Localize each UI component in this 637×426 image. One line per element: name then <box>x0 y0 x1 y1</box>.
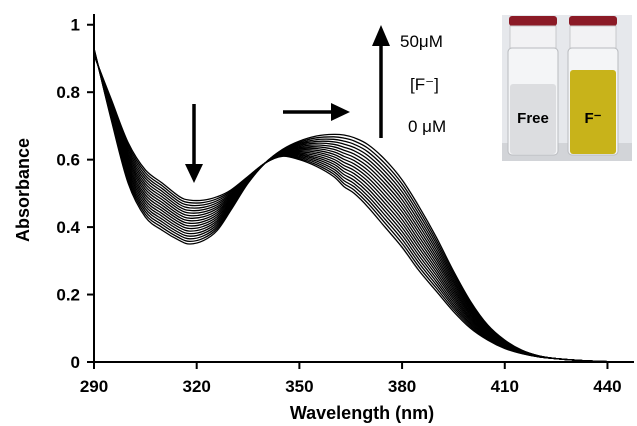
y-axis-title: Absorbance <box>13 138 33 242</box>
spectra-series-group <box>93 48 629 363</box>
right-arrow-head <box>331 103 350 121</box>
vial-f-label: F⁻ <box>584 110 601 127</box>
vial-free: Free <box>507 16 559 156</box>
vial-free-cap <box>509 16 557 26</box>
vial-f-collar <box>569 25 617 49</box>
vial-fluoride: F⁻ <box>567 16 619 156</box>
conc-low-label: 0 μM <box>408 117 446 136</box>
x-axis-title: Wavelength (nm) <box>290 403 434 423</box>
y-tick-label-2: 0.4 <box>56 218 80 237</box>
y-tick-label-1: 0.2 <box>56 286 80 305</box>
x-tick-label-440: 440 <box>593 377 621 396</box>
vial-f-solution <box>570 70 616 154</box>
x-tick-label-320: 320 <box>183 377 211 396</box>
y-tick-label-0: 0 <box>71 353 80 372</box>
inset-photo: Free F⁻ <box>502 15 632 161</box>
vial-free-label: Free <box>517 110 549 127</box>
x-tick-label-290: 290 <box>80 377 108 396</box>
vial-free-solution <box>510 84 556 154</box>
down-arrow-head <box>185 164 203 183</box>
vial-free-collar <box>509 25 557 49</box>
axes: 290 320 350 380 410 440 0 0.2 0.4 0.6 0.8 1 <box>56 14 634 396</box>
y-tick-label-3: 0.6 <box>56 151 80 170</box>
x-tick-label-410: 410 <box>491 377 519 396</box>
conc-high-label: 50μM <box>400 32 443 51</box>
y-tick-label-5: 1 <box>71 16 80 35</box>
x-tick-label-350: 350 <box>285 377 313 396</box>
x-tick-label-380: 380 <box>388 377 416 396</box>
y-tick-label-4: 0.8 <box>56 83 80 102</box>
conc-label: [F⁻] <box>410 75 439 94</box>
vial-f-cap <box>569 16 617 26</box>
annotation-arrows <box>185 25 390 183</box>
up-arrow-head <box>372 25 390 46</box>
spectrum-line-17 <box>93 48 629 363</box>
